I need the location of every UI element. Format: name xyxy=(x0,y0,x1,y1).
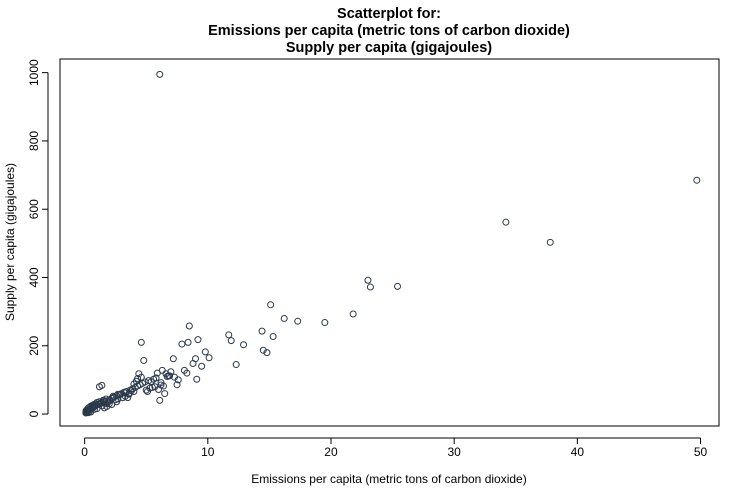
data-point xyxy=(349,310,357,318)
data-point xyxy=(99,396,107,404)
y-axis-label: Supply per capita (gigajoules) xyxy=(3,163,17,321)
data-point xyxy=(180,366,188,374)
data-point xyxy=(185,322,193,330)
y-axis: 0 200 400 600 800 1000 xyxy=(27,59,49,417)
data-point xyxy=(142,386,150,394)
data-point xyxy=(137,373,145,381)
data-point xyxy=(114,390,122,398)
data-point xyxy=(130,388,138,396)
data-points xyxy=(82,70,701,417)
data-point xyxy=(227,337,235,345)
y-tick-label: 400 xyxy=(27,267,41,287)
data-point xyxy=(156,396,164,404)
data-point xyxy=(121,389,129,397)
data-point xyxy=(171,373,179,381)
y-tick-label: 800 xyxy=(27,131,41,151)
data-point xyxy=(184,338,192,346)
data-point xyxy=(134,375,142,383)
data-point xyxy=(152,374,160,382)
y-tick-label: 600 xyxy=(27,199,41,219)
x-tick-label: 20 xyxy=(324,445,338,459)
data-point xyxy=(205,354,213,362)
data-point xyxy=(198,362,206,370)
data-point xyxy=(95,398,103,406)
chart-title-line-1: Scatterplot for: xyxy=(337,6,441,22)
x-axis-label: Emissions per capita (metric tons of car… xyxy=(251,472,526,486)
data-point xyxy=(157,379,165,387)
data-point xyxy=(146,384,154,392)
data-point xyxy=(258,327,266,335)
data-point xyxy=(145,377,153,385)
data-point xyxy=(232,361,240,369)
data-point xyxy=(366,283,374,291)
x-axis: 0 10 20 30 40 50 xyxy=(81,437,708,459)
data-point xyxy=(158,366,166,374)
data-point xyxy=(156,70,164,78)
data-point xyxy=(193,375,201,383)
data-point xyxy=(161,390,169,398)
data-point xyxy=(108,400,116,408)
data-point xyxy=(259,346,267,354)
data-point xyxy=(140,356,148,364)
chart-title-line-2: Emissions per capita (metric tons of car… xyxy=(208,23,570,39)
y-tick-label: 200 xyxy=(27,335,41,355)
data-point xyxy=(98,381,106,389)
chart-title-line-3: Supply per capita (gigajoules) xyxy=(286,40,492,56)
data-point xyxy=(137,338,145,346)
data-point xyxy=(364,276,372,284)
data-point xyxy=(267,301,275,309)
data-point xyxy=(155,385,163,393)
data-point xyxy=(240,341,248,349)
y-tick-label: 0 xyxy=(27,410,41,417)
x-tick-label: 10 xyxy=(201,445,215,459)
data-point xyxy=(546,238,554,246)
x-tick-label: 50 xyxy=(694,445,708,459)
data-point xyxy=(166,372,174,380)
data-point xyxy=(269,333,277,341)
plot-area xyxy=(59,58,720,427)
data-point xyxy=(321,319,329,327)
data-point xyxy=(225,331,233,339)
x-tick-label: 30 xyxy=(447,445,461,459)
data-point xyxy=(394,282,402,290)
data-point xyxy=(173,381,181,389)
data-point xyxy=(294,317,302,325)
data-point xyxy=(194,336,202,344)
data-point xyxy=(201,348,209,356)
data-point xyxy=(502,218,510,226)
y-tick-label: 1000 xyxy=(27,59,41,86)
data-point xyxy=(141,378,149,386)
data-point xyxy=(189,360,197,368)
x-tick-label: 40 xyxy=(571,445,585,459)
data-point xyxy=(263,349,271,357)
x-tick-label: 0 xyxy=(81,445,88,459)
data-point xyxy=(178,340,186,348)
data-point xyxy=(693,176,701,184)
data-point xyxy=(280,314,288,322)
data-point xyxy=(169,355,177,363)
